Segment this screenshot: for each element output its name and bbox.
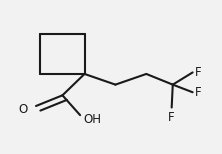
Text: F: F bbox=[195, 86, 201, 99]
Text: F: F bbox=[195, 66, 201, 79]
Text: OH: OH bbox=[83, 113, 101, 126]
Text: F: F bbox=[168, 111, 175, 124]
Text: O: O bbox=[18, 103, 27, 116]
